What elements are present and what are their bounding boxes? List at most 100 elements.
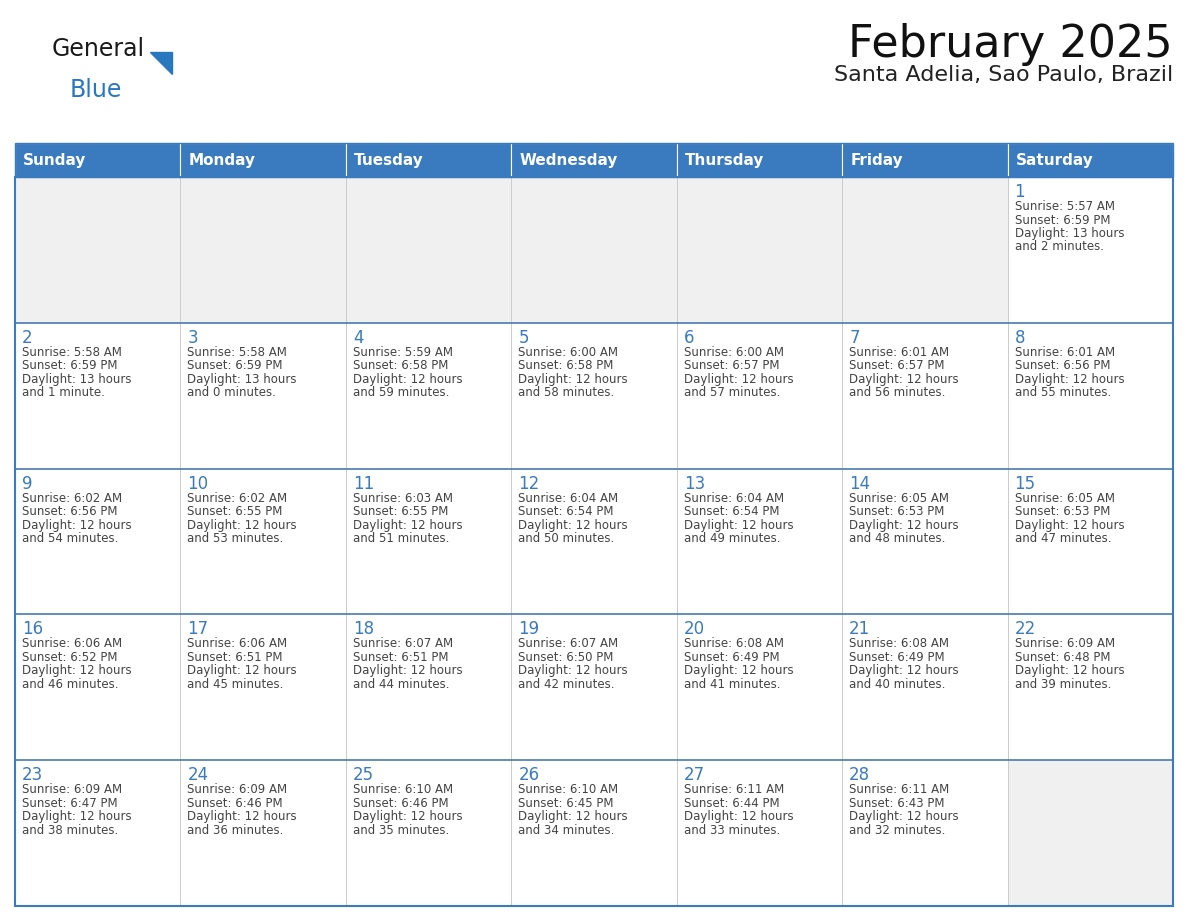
Text: Sunrise: 6:03 AM: Sunrise: 6:03 AM <box>353 492 453 505</box>
Text: and 54 minutes.: and 54 minutes. <box>23 532 119 545</box>
Text: Sunset: 6:57 PM: Sunset: 6:57 PM <box>684 359 779 373</box>
Text: Sunrise: 6:11 AM: Sunrise: 6:11 AM <box>849 783 949 796</box>
Text: Daylight: 12 hours: Daylight: 12 hours <box>849 519 959 532</box>
Bar <box>181 323 346 468</box>
Bar <box>842 468 1007 614</box>
Text: and 2 minutes.: and 2 minutes. <box>1015 241 1104 253</box>
Bar <box>346 614 511 760</box>
Text: and 46 minutes.: and 46 minutes. <box>23 677 119 691</box>
Text: Sunset: 6:59 PM: Sunset: 6:59 PM <box>1015 214 1110 227</box>
Text: and 42 minutes.: and 42 minutes. <box>518 677 614 691</box>
Text: Daylight: 12 hours: Daylight: 12 hours <box>353 519 462 532</box>
Text: Sunset: 6:54 PM: Sunset: 6:54 PM <box>518 505 614 518</box>
Bar <box>15 177 1173 906</box>
Text: 9: 9 <box>23 475 32 493</box>
Text: 4: 4 <box>353 329 364 347</box>
Text: 21: 21 <box>849 621 871 638</box>
Bar <box>181 468 346 614</box>
Bar <box>842 143 1007 177</box>
Text: Sunset: 6:47 PM: Sunset: 6:47 PM <box>23 797 118 810</box>
Text: Sunrise: 6:05 AM: Sunrise: 6:05 AM <box>849 492 949 505</box>
Text: Daylight: 12 hours: Daylight: 12 hours <box>353 665 462 677</box>
Text: and 53 minutes.: and 53 minutes. <box>188 532 284 545</box>
Bar <box>511 143 677 177</box>
Text: and 45 minutes.: and 45 minutes. <box>188 677 284 691</box>
Text: Sunrise: 6:06 AM: Sunrise: 6:06 AM <box>23 637 122 650</box>
Text: and 40 minutes.: and 40 minutes. <box>849 677 946 691</box>
Text: Sunset: 6:55 PM: Sunset: 6:55 PM <box>188 505 283 518</box>
Bar <box>1007 614 1173 760</box>
Text: Sunrise: 5:57 AM: Sunrise: 5:57 AM <box>1015 200 1114 213</box>
Text: Sunset: 6:50 PM: Sunset: 6:50 PM <box>518 651 614 664</box>
Text: Sunset: 6:46 PM: Sunset: 6:46 PM <box>188 797 283 810</box>
Text: and 59 minutes.: and 59 minutes. <box>353 386 449 399</box>
Text: 23: 23 <box>23 767 43 784</box>
Text: 19: 19 <box>518 621 539 638</box>
Text: 7: 7 <box>849 329 860 347</box>
Text: Sunrise: 6:09 AM: Sunrise: 6:09 AM <box>188 783 287 796</box>
Text: Daylight: 12 hours: Daylight: 12 hours <box>684 519 794 532</box>
Bar <box>15 177 181 323</box>
Text: 26: 26 <box>518 767 539 784</box>
Text: Sunset: 6:58 PM: Sunset: 6:58 PM <box>353 359 448 373</box>
Text: 14: 14 <box>849 475 871 493</box>
Bar <box>511 760 677 906</box>
Text: Sunset: 6:49 PM: Sunset: 6:49 PM <box>849 651 944 664</box>
Text: and 41 minutes.: and 41 minutes. <box>684 677 781 691</box>
Text: and 58 minutes.: and 58 minutes. <box>518 386 614 399</box>
Text: 22: 22 <box>1015 621 1036 638</box>
Text: Daylight: 12 hours: Daylight: 12 hours <box>23 665 132 677</box>
Bar <box>346 143 511 177</box>
Text: and 38 minutes.: and 38 minutes. <box>23 823 119 836</box>
Bar <box>511 614 677 760</box>
Text: Tuesday: Tuesday <box>354 152 424 167</box>
Bar <box>1007 143 1173 177</box>
Text: Sunset: 6:59 PM: Sunset: 6:59 PM <box>188 359 283 373</box>
Text: General: General <box>52 37 145 61</box>
Text: Sunrise: 6:01 AM: Sunrise: 6:01 AM <box>849 346 949 359</box>
Text: Sunset: 6:44 PM: Sunset: 6:44 PM <box>684 797 779 810</box>
Text: 25: 25 <box>353 767 374 784</box>
Text: Sunrise: 5:58 AM: Sunrise: 5:58 AM <box>23 346 122 359</box>
Text: Daylight: 12 hours: Daylight: 12 hours <box>518 519 628 532</box>
Bar <box>346 323 511 468</box>
Text: Daylight: 12 hours: Daylight: 12 hours <box>188 811 297 823</box>
Text: Sunrise: 6:09 AM: Sunrise: 6:09 AM <box>1015 637 1114 650</box>
Text: Daylight: 13 hours: Daylight: 13 hours <box>1015 227 1124 240</box>
Text: and 32 minutes.: and 32 minutes. <box>849 823 946 836</box>
Text: Sunrise: 6:06 AM: Sunrise: 6:06 AM <box>188 637 287 650</box>
Text: 10: 10 <box>188 475 209 493</box>
Text: Sunrise: 6:01 AM: Sunrise: 6:01 AM <box>1015 346 1114 359</box>
Bar <box>842 323 1007 468</box>
Text: Daylight: 12 hours: Daylight: 12 hours <box>849 811 959 823</box>
Text: Daylight: 12 hours: Daylight: 12 hours <box>684 665 794 677</box>
Text: and 35 minutes.: and 35 minutes. <box>353 823 449 836</box>
Text: and 36 minutes.: and 36 minutes. <box>188 823 284 836</box>
Text: 20: 20 <box>684 621 704 638</box>
Text: Daylight: 12 hours: Daylight: 12 hours <box>684 373 794 386</box>
Text: Sunrise: 6:02 AM: Sunrise: 6:02 AM <box>23 492 122 505</box>
Bar <box>15 143 181 177</box>
Text: and 50 minutes.: and 50 minutes. <box>518 532 614 545</box>
Text: Sunset: 6:43 PM: Sunset: 6:43 PM <box>849 797 944 810</box>
Text: Monday: Monday <box>189 152 255 167</box>
Text: Sunset: 6:53 PM: Sunset: 6:53 PM <box>849 505 944 518</box>
Text: Daylight: 12 hours: Daylight: 12 hours <box>518 665 628 677</box>
Text: Daylight: 12 hours: Daylight: 12 hours <box>518 811 628 823</box>
Text: Sunset: 6:51 PM: Sunset: 6:51 PM <box>353 651 448 664</box>
Bar <box>346 177 511 323</box>
Text: Sunrise: 6:09 AM: Sunrise: 6:09 AM <box>23 783 122 796</box>
Text: 6: 6 <box>684 329 694 347</box>
Bar <box>511 468 677 614</box>
Text: Daylight: 12 hours: Daylight: 12 hours <box>849 665 959 677</box>
Bar <box>1007 323 1173 468</box>
Text: Sunset: 6:56 PM: Sunset: 6:56 PM <box>23 505 118 518</box>
Text: Daylight: 12 hours: Daylight: 12 hours <box>1015 373 1124 386</box>
Text: Sunrise: 6:04 AM: Sunrise: 6:04 AM <box>518 492 619 505</box>
Text: 3: 3 <box>188 329 198 347</box>
Bar <box>1007 177 1173 323</box>
Text: 27: 27 <box>684 767 704 784</box>
Bar <box>511 323 677 468</box>
Text: Sunrise: 6:04 AM: Sunrise: 6:04 AM <box>684 492 784 505</box>
Text: Sunset: 6:57 PM: Sunset: 6:57 PM <box>849 359 944 373</box>
